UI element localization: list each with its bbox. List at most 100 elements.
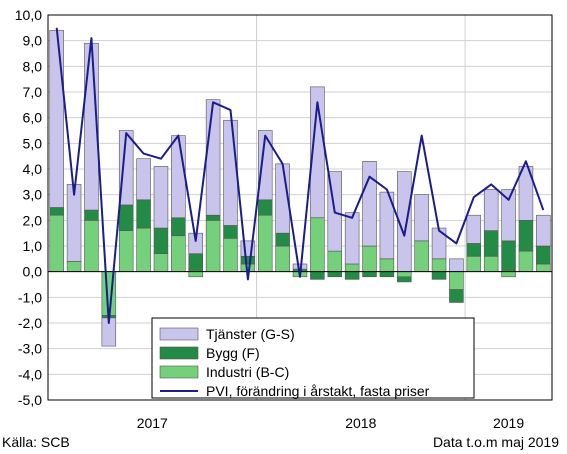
bar-construction xyxy=(136,199,151,229)
bar-industry xyxy=(171,235,186,272)
bar-services xyxy=(431,227,447,260)
bar-construction xyxy=(501,240,516,272)
bar-construction xyxy=(310,271,325,280)
y-tick-label: 8,0 xyxy=(23,58,43,74)
bar-industry xyxy=(223,238,238,272)
bar-construction xyxy=(379,271,395,278)
bar-industry xyxy=(362,245,377,272)
y-tick-label: -4,0 xyxy=(18,366,42,382)
y-tick-label: 1,0 xyxy=(23,238,43,254)
bar-industry xyxy=(205,220,221,272)
legend-swatch xyxy=(159,327,199,341)
bar-construction xyxy=(327,271,343,278)
bar-industry xyxy=(344,263,360,272)
bar-industry xyxy=(153,253,169,272)
bar-industry xyxy=(66,261,82,272)
bar-construction xyxy=(205,214,221,221)
y-tick-label: 10,0 xyxy=(15,7,42,23)
bar-services xyxy=(518,166,534,221)
bar-industry xyxy=(466,255,482,272)
y-tick-label: 5,0 xyxy=(23,135,43,151)
bar-construction xyxy=(344,271,360,280)
bar-industry xyxy=(310,217,325,272)
y-tick-label: -3,0 xyxy=(18,341,42,357)
y-tick-label: 3,0 xyxy=(23,187,43,203)
bar-construction xyxy=(449,289,464,303)
bar-construction xyxy=(49,207,64,216)
plot-frame xyxy=(47,14,553,401)
legend-swatch xyxy=(159,365,199,379)
bar-construction xyxy=(466,243,482,257)
bar-construction xyxy=(275,232,290,247)
bar-services xyxy=(223,119,238,226)
bar-construction xyxy=(536,245,551,265)
x-tick-label-year: 2019 xyxy=(493,415,524,430)
pvi-line xyxy=(55,27,545,324)
y-tick-label: 2,0 xyxy=(23,212,43,228)
bar-industry xyxy=(136,227,151,272)
bar-services xyxy=(118,130,134,206)
x-tick-label-year: 2018 xyxy=(345,415,376,430)
y-tick-label: 4,0 xyxy=(23,161,43,177)
legend-label: Tjänster (G-S) xyxy=(206,326,295,342)
legend-label: Industri (B-C) xyxy=(206,364,289,380)
legend-label: Bygg (F) xyxy=(206,345,260,361)
bar-services xyxy=(136,158,151,201)
bar-industry xyxy=(327,250,343,272)
bar-construction xyxy=(153,227,169,255)
bar-construction xyxy=(431,271,447,280)
data-period-note: Data t.o.m maj 2019 xyxy=(432,434,559,450)
legend-box xyxy=(151,317,475,399)
bar-services xyxy=(501,189,516,242)
bar-services xyxy=(362,161,377,247)
bar-industry xyxy=(414,240,429,272)
y-tick-label: -2,0 xyxy=(18,315,42,331)
bar-industry xyxy=(275,245,290,272)
bar-industry xyxy=(188,271,203,278)
bar-industry xyxy=(49,214,64,272)
bar-industry xyxy=(449,271,464,290)
x-tick-label-year: 2017 xyxy=(137,415,168,430)
bar-construction xyxy=(483,230,499,257)
legend-swatch xyxy=(159,346,199,360)
bar-services xyxy=(171,135,186,219)
bar-construction xyxy=(171,217,186,237)
bar-construction xyxy=(518,220,534,252)
bar-construction xyxy=(84,209,99,221)
bar-construction xyxy=(223,225,238,239)
bar-services xyxy=(536,214,551,247)
bar-industry xyxy=(84,220,99,272)
bar-industry xyxy=(431,258,447,272)
y-tick-label: 6,0 xyxy=(23,110,43,126)
bar-services xyxy=(483,189,499,231)
bar-industry xyxy=(518,250,534,272)
bar-industry xyxy=(379,258,395,272)
bar-services xyxy=(49,30,64,208)
bar-construction xyxy=(362,271,377,278)
bar-services xyxy=(344,212,360,265)
bar-services xyxy=(257,130,273,201)
bar-construction xyxy=(257,199,273,216)
y-tick-label: 9,0 xyxy=(23,33,43,49)
bar-industry xyxy=(536,263,551,272)
bar-services xyxy=(414,194,429,242)
bar-industry xyxy=(483,255,499,272)
pvi-chart: -5,0 -4,0 -3,0 -2,0 -1,0 0,0 1,0 2,0 3,0 4,0 5,0 6,… xyxy=(15,7,553,430)
y-tick-label: -1,0 xyxy=(18,289,42,305)
bar-services xyxy=(66,184,82,262)
y-tick-label: -5,0 xyxy=(18,392,42,408)
bar-construction xyxy=(118,204,134,231)
bar-services xyxy=(205,99,221,216)
bar-services xyxy=(466,214,482,244)
source-note: Källa: SCB xyxy=(2,434,70,450)
bar-industry xyxy=(501,271,516,278)
legend-label: PVI, förändring i årstakt, fasta priser xyxy=(206,383,430,399)
y-tick-label: 0,0 xyxy=(23,264,43,280)
bar-industry xyxy=(397,271,412,278)
bar-industry xyxy=(118,230,134,272)
bar-construction xyxy=(240,255,256,265)
y-tick-label: 7,0 xyxy=(23,84,43,100)
bar-services xyxy=(449,258,464,272)
bar-construction xyxy=(188,253,203,272)
bar-construction xyxy=(397,276,412,283)
